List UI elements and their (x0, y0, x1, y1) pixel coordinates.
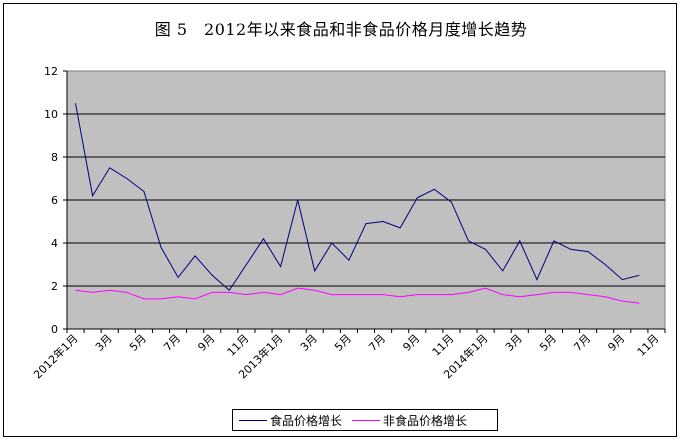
x-tick-label: 2012年1月 (30, 331, 80, 381)
y-tick-label: 10 (44, 108, 58, 121)
chart-legend: 食品价格增长 非食品价格增长 (232, 409, 498, 431)
y-tick-label: 12 (44, 65, 58, 78)
series-line-food (75, 103, 640, 292)
y-tick-label: 2 (51, 280, 58, 293)
x-tick-label: 9月 (400, 332, 422, 354)
chart-title: 图 5 2012年以来食品和非食品价格月度增长趋势 (154, 20, 528, 39)
x-tick-label: 3月 (93, 332, 115, 354)
x-tick-label: 5月 (332, 332, 354, 354)
x-tick-label: 11月 (430, 332, 457, 359)
x-tick-label: 3月 (503, 332, 525, 354)
x-tick-label: 7月 (571, 332, 593, 354)
x-tick-label: 9月 (195, 332, 217, 354)
legend-item-food: 食品价格增长 (239, 412, 342, 429)
legend-label-nonfood: 非食品价格增长 (383, 413, 468, 428)
y-tick-label: 6 (51, 194, 58, 207)
x-tick-label: 9月 (605, 332, 627, 354)
series-line-nonfood (75, 287, 640, 304)
y-tick-label: 8 (51, 151, 58, 164)
x-tick-label: 5月 (537, 332, 559, 354)
legend-line-nonfood (352, 419, 381, 421)
y-tick-label: 0 (51, 323, 58, 336)
legend-label-food: 食品价格增长 (270, 413, 343, 428)
x-tick-label: 3月 (298, 332, 320, 354)
x-tick-label: 7月 (161, 332, 183, 354)
x-tick-label: 5月 (127, 332, 149, 354)
y-tick-label: 4 (51, 237, 58, 250)
x-tick-label: 11月 (225, 332, 252, 359)
legend-line-food (239, 419, 267, 421)
x-tick-label: 7月 (366, 332, 388, 354)
x-tick-label: 11月 (635, 332, 662, 359)
legend-item-nonfood: 非食品价格增长 (352, 412, 467, 429)
